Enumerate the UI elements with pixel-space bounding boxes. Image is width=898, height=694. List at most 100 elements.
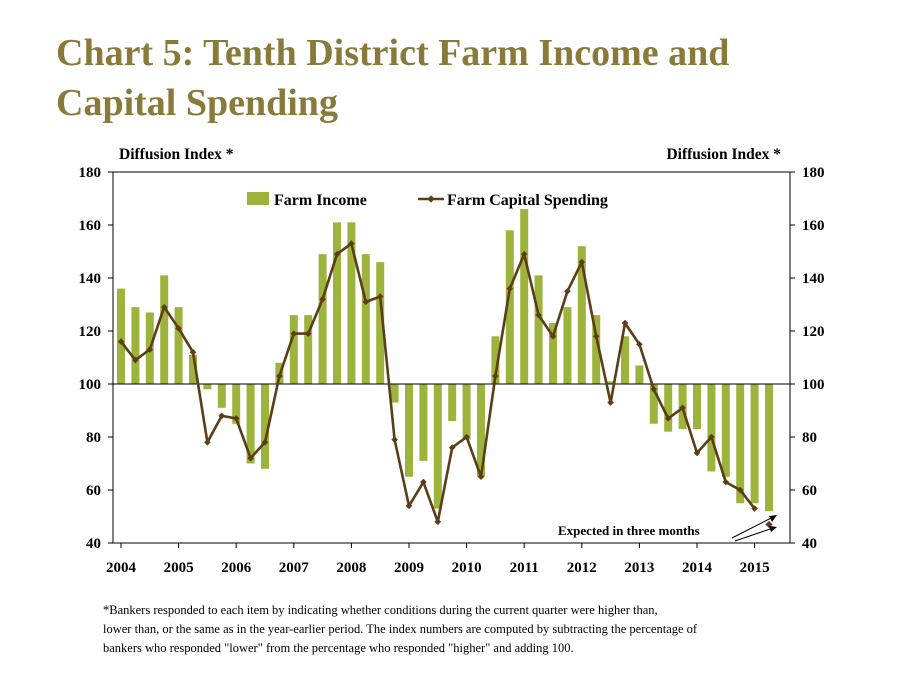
farm-income-bar	[160, 275, 169, 384]
farm-income-bar	[261, 384, 269, 469]
expected-farm-income-bar	[765, 384, 773, 512]
farm-income-bar	[390, 384, 399, 403]
farm-income-bar	[736, 384, 745, 504]
footnote-line-3: bankers who responded "lower" from the p…	[103, 641, 574, 655]
x-axis-tick-label: 2004	[106, 560, 137, 576]
left-axis-tick-label: 60	[86, 483, 101, 499]
chart-area: 40 40 60 60 80 80 100 100 120 120 140 140 160 160 180 1…	[79, 146, 825, 576]
farm-capital-spending-point	[535, 311, 542, 319]
legend-swatch-farm-income	[247, 192, 269, 205]
farm-income-bar	[707, 384, 716, 472]
left-axis-tick-label: 100	[79, 377, 102, 393]
farm-capital-spending-point	[578, 258, 586, 266]
farm-capital-spending-point	[348, 240, 355, 247]
farm-income-bar	[333, 222, 341, 384]
farm-income-bar	[217, 384, 226, 408]
expected-arrowhead-income	[769, 515, 777, 522]
farm-income-bar	[405, 384, 413, 477]
left-axis-tick-label: 80	[86, 430, 101, 446]
right-axis-tick-label: 60	[802, 483, 817, 499]
chart-title-line-2: Capital Spending	[56, 82, 338, 124]
farm-income-bar	[534, 275, 543, 384]
farm-capital-spending-point	[751, 505, 758, 512]
farm-capital-spending-point	[146, 346, 154, 353]
x-axis-tick-label: 2014	[682, 560, 713, 576]
farm-income-bar	[563, 307, 572, 384]
farm-capital-spending-point	[564, 287, 571, 295]
farm-income-bar	[505, 230, 514, 384]
left-axis-label: Diffusion Index *	[119, 146, 234, 163]
farm-capital-spending-point	[607, 399, 614, 406]
farm-capital-spending-point	[405, 502, 413, 510]
right-axis-tick-label: 160	[802, 218, 825, 234]
farm-income-bar	[189, 354, 197, 384]
farm-income-bar	[750, 384, 759, 504]
farm-capital-spending-point	[290, 330, 298, 337]
farm-capital-spending-point	[376, 293, 384, 300]
farm-income-bar	[246, 384, 255, 464]
farm-capital-spending-point	[722, 478, 730, 486]
farm-income-bar	[232, 384, 241, 424]
farm-capital-spending-point	[218, 412, 226, 420]
farm-income-bar	[577, 246, 586, 384]
farm-capital-spending-point	[391, 436, 398, 443]
farm-capital-spending-point	[247, 454, 254, 462]
farm-income-bar	[491, 336, 500, 384]
farm-income-bar	[203, 384, 212, 390]
legend-label-farm-capital-spending: Farm Capital Spending	[447, 192, 608, 209]
expected-arrowhead-spending	[769, 526, 777, 532]
footnote-line-2: lower than, or the same as in the year-e…	[103, 622, 698, 636]
farm-income-bar	[318, 254, 327, 384]
right-axis-tick-label: 80	[802, 430, 817, 446]
farm-capital-spending-point	[592, 333, 600, 340]
expected-arrow-spending	[734, 527, 774, 542]
legend-label-farm-income: Farm Income	[274, 192, 367, 209]
x-axis-tick-label: 2013	[624, 560, 654, 576]
expected-annotation-label: Expected in three months	[558, 523, 700, 538]
farm-capital-spending-point	[621, 319, 629, 327]
x-axis-tick-label: 2011	[510, 560, 539, 576]
left-axis-tick-label: 180	[79, 165, 102, 181]
legend-swatch-marker	[427, 195, 435, 203]
left-axis-tick-label: 40	[86, 536, 101, 552]
farm-capital-spending-point	[549, 333, 557, 340]
farm-income-bar	[635, 365, 644, 384]
farm-income-bar	[477, 384, 485, 477]
farm-capital-spending-point	[693, 449, 701, 457]
x-axis-tick-label: 2006	[221, 560, 252, 576]
farm-capital-spending-point	[636, 340, 643, 348]
farm-capital-spending-point	[304, 330, 312, 337]
farm-capital-spending-point	[520, 250, 528, 258]
farm-capital-spending-point	[492, 372, 499, 380]
farm-capital-spending-point	[477, 473, 485, 481]
x-axis-tick-label: 2010	[452, 560, 482, 576]
x-axis-tick-label: 2008	[336, 560, 366, 576]
chart-title-line-1: Chart 5: Tenth District Farm Income and	[56, 32, 730, 74]
farm-capital-spending-point	[117, 338, 125, 345]
farm-income-bar	[174, 307, 183, 384]
right-axis-tick-label: 120	[802, 324, 825, 340]
footnote: *Bankers responded to each item by indic…	[103, 601, 793, 658]
farm-capital-spending-point	[132, 356, 139, 364]
farm-capital-spending-point	[463, 433, 470, 441]
farm-income-bar	[419, 384, 428, 461]
farm-income-bar	[131, 307, 140, 384]
farm-income-bar	[433, 384, 442, 509]
left-axis-tick-label: 140	[79, 271, 102, 287]
right-axis-tick-label: 100	[802, 377, 825, 393]
farm-capital-spending-point	[679, 404, 686, 412]
x-axis-tick-label: 2007	[279, 560, 310, 576]
chart-title: Chart 5: Tenth District Farm Income and …	[56, 28, 856, 128]
right-axis-tick-label: 40	[802, 536, 817, 552]
farm-capital-spending-point	[708, 433, 715, 441]
farm-capital-spending-point	[650, 386, 658, 393]
farm-income-bar	[721, 384, 730, 477]
farm-income-bar	[621, 336, 629, 384]
farm-capital-spending-point	[160, 303, 168, 311]
farm-income-bar	[592, 315, 601, 384]
farm-capital-spending-point	[736, 486, 744, 494]
right-axis-tick-label: 180	[802, 165, 825, 181]
farm-capital-spending-point	[434, 518, 442, 526]
farm-capital-spending-point	[175, 325, 182, 332]
x-axis-tick-label: 2012	[567, 560, 597, 576]
